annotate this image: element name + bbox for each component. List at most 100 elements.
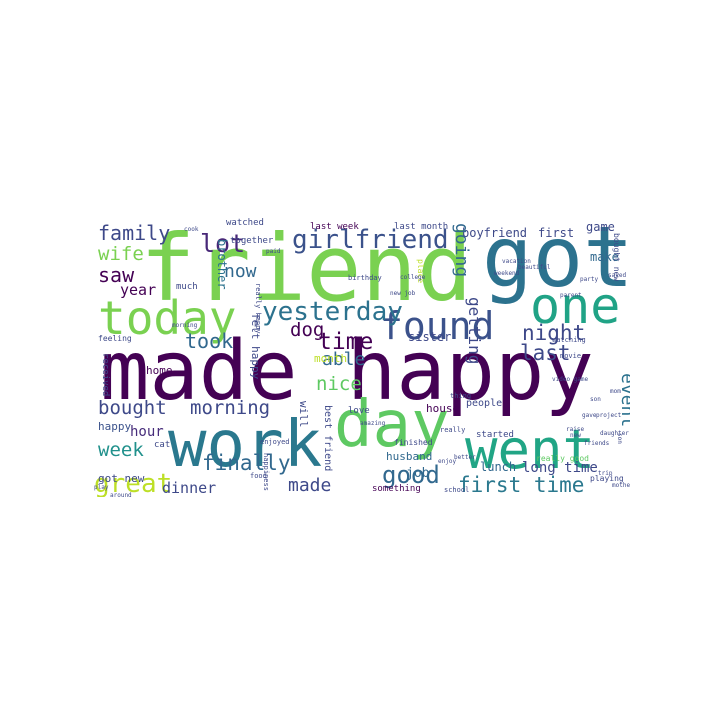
word-morning: morning	[190, 397, 271, 419]
word-parent: parent	[560, 292, 582, 299]
word-got-new: got new	[98, 472, 145, 485]
word-trip: trip	[598, 470, 613, 477]
word-home: home	[146, 364, 173, 377]
word-gave: gave	[582, 412, 597, 419]
word-cook: cook	[184, 226, 199, 233]
word-job: job	[406, 466, 430, 481]
word-year: year	[120, 281, 157, 299]
word-good: good	[382, 461, 440, 489]
word-work: work	[168, 408, 323, 482]
word-feeling: feeling	[98, 334, 132, 343]
word-yesterday: yesterday	[262, 297, 403, 327]
word-happiness: happiness	[262, 453, 270, 491]
word-make: make	[590, 250, 619, 264]
word-received: received	[100, 353, 110, 397]
word-boyfriend: boyfriend	[462, 226, 528, 240]
word-will: will	[297, 401, 310, 428]
word-made-happy: made happy	[100, 324, 594, 419]
word-beautiful: beautiful	[518, 264, 551, 271]
word-watched: watched	[226, 218, 264, 228]
word-found: found	[380, 304, 495, 348]
word-house: house	[426, 402, 460, 415]
word-weekend: weekend	[494, 270, 520, 277]
word-getting: getting	[465, 297, 484, 365]
word-really-happy: really happy	[254, 283, 262, 334]
word-event: event	[617, 373, 630, 428]
word-better: better	[454, 454, 476, 461]
word-last-month: last month	[394, 222, 449, 232]
word-school: school	[444, 486, 470, 494]
word-playing: playing	[590, 474, 624, 483]
word-brother: brother	[215, 239, 229, 290]
word-sister: sister	[408, 330, 452, 344]
word-dog: dog	[290, 319, 325, 341]
word-first-time: first time	[458, 473, 585, 497]
word-movie: movie	[560, 352, 582, 360]
word-new: new	[570, 432, 581, 439]
word-really-good: really good	[536, 454, 589, 463]
word-week: week	[98, 439, 144, 461]
word-today: today	[98, 291, 237, 345]
word-now: now	[224, 261, 257, 282]
word-finally: finally	[202, 451, 291, 475]
word-together: together	[230, 236, 274, 246]
word-night: night	[522, 321, 586, 345]
word-party: party	[580, 276, 599, 283]
word-best-friend: best friend	[322, 405, 333, 472]
word-made: made	[288, 475, 332, 496]
word-finished: finished	[394, 438, 433, 447]
word-hour: hour	[130, 424, 164, 440]
word-friend: friend	[140, 215, 473, 322]
word-great: great	[94, 469, 173, 497]
word-month: month	[314, 352, 348, 365]
word-day: day	[334, 388, 450, 462]
word-cloud: made happy friend got work day went one today fo…	[90, 213, 630, 497]
word-last-week: last week	[310, 222, 359, 232]
word-watching: watching	[552, 336, 586, 344]
word-mom: mom	[610, 388, 621, 395]
word-going: going	[451, 223, 472, 278]
word-mother: mother	[612, 482, 630, 489]
word-morning: morning	[172, 322, 198, 329]
word-enjoy: enjoy	[438, 458, 457, 465]
word-lot: lot	[200, 229, 246, 258]
word-paid: paid	[266, 248, 281, 255]
word-first: first	[538, 226, 575, 240]
word-love: love	[348, 406, 370, 416]
word-wife: wife	[98, 243, 144, 265]
word-game: game	[586, 220, 615, 234]
word-food: food	[250, 472, 267, 480]
word-girlfriend: girlfriend	[292, 225, 449, 255]
word-daughter: daughter	[600, 430, 629, 437]
word-much: much	[176, 282, 198, 292]
word-around: around	[110, 492, 132, 498]
word-went: went	[465, 418, 596, 481]
word-project: project	[596, 412, 622, 419]
word-people: people	[466, 398, 503, 409]
word-started: started	[476, 430, 514, 440]
word-happy: happy	[98, 420, 132, 433]
word-birthday: birthday	[348, 274, 382, 282]
word-one: one	[530, 277, 621, 335]
word-dinner: dinner	[162, 479, 217, 497]
word-video-game: video game	[552, 376, 589, 383]
word-thing: thing	[450, 392, 472, 400]
word-friends: friends	[584, 440, 610, 447]
word-something: something	[372, 484, 421, 494]
word-really: really	[440, 426, 466, 434]
word-husband: husband	[386, 450, 433, 463]
word-got: got	[482, 213, 630, 306]
word-bought: bought	[98, 397, 167, 419]
word-lunch: lunch	[480, 460, 517, 474]
word-long-time: long time	[522, 460, 598, 476]
word-enjoyed: enjoyed	[260, 438, 290, 446]
word-saw: saw	[98, 263, 135, 287]
word-able: able	[322, 349, 366, 370]
word-took: took	[185, 329, 234, 353]
word-family: family	[98, 221, 171, 245]
word-college: college	[400, 274, 426, 281]
word-play: play	[94, 484, 109, 491]
word-son: son	[590, 396, 601, 403]
word-time: time	[318, 329, 374, 355]
word-vacation: vacation	[502, 258, 531, 265]
